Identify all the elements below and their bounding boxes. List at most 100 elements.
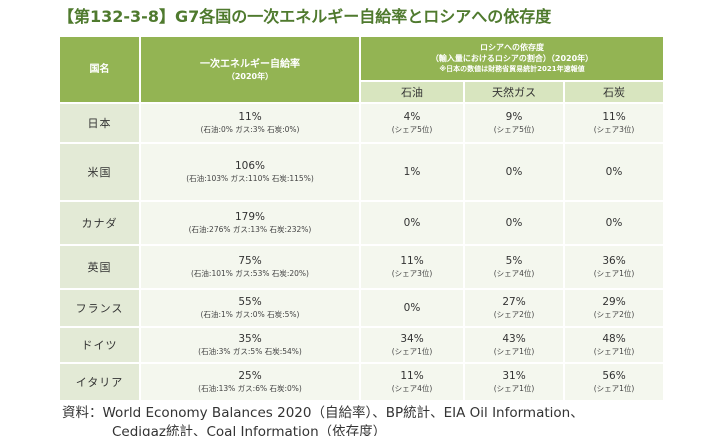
oil-value: 11% [400, 255, 424, 267]
oil-value: 1% [403, 165, 421, 178]
self-sufficiency-detail: (石油:0% ガス:3% 石炭:0%) [200, 125, 300, 134]
gas-rank: (シェア5位) [493, 125, 535, 134]
gas-value: 0% [505, 165, 523, 178]
oil-rank: (シェア5位) [391, 125, 433, 134]
oil-rank: (シェア1位) [391, 347, 433, 356]
self-sufficiency-detail: (石油:3% ガス:5% 石炭:54%) [198, 347, 302, 356]
gas-value: 31% [502, 370, 526, 382]
oil-value: 4% [403, 111, 421, 123]
gas-cell: 5% (シェア4位) [464, 245, 565, 290]
coal-cell: 0% [564, 201, 666, 246]
gas-rank: (シェア2位) [493, 310, 535, 319]
gas-cell: 0% [464, 201, 565, 246]
gas-cell: 43% (シェア1位) [464, 327, 565, 364]
self-sufficiency-detail: (石油:1% ガス:0% 石炭:5%) [200, 310, 300, 319]
table-row: ドイツ 35% (石油:3% ガス:5% 石炭:54%) 34% (シェア1位) 43% (… [60, 327, 666, 364]
oil-cell: 0% [360, 289, 465, 328]
table-row: 日本 11% (石油:0% ガス:3% 石炭:0%) 4% (シェア5位) 9% (シェア5… [60, 103, 666, 144]
coal-cell: 48% (シェア1位) [564, 327, 666, 364]
gas-cell: 31% (シェア1位) [464, 363, 565, 402]
self-sufficiency-detail: (石油:276% ガス:13% 石炭:232%) [188, 225, 312, 234]
country-name: ドイツ [81, 339, 118, 352]
coal-value: 48% [602, 333, 626, 345]
oil-cell: 11% (シェア3位) [360, 245, 465, 290]
header-country: 国名 [60, 37, 141, 104]
country-name: カナダ [81, 217, 118, 230]
self-sufficiency-cell: 11% (石油:0% ガス:3% 石炭:0%) [140, 103, 361, 144]
coal-rank: (シェア2位) [593, 310, 635, 319]
self-sufficiency-value: 106% [234, 160, 266, 172]
gas-value: 9% [505, 111, 523, 123]
country-cell: 英国 [60, 245, 141, 290]
self-sufficiency-cell: 179% (石油:276% ガス:13% 石炭:232%) [140, 201, 361, 246]
self-sufficiency-cell: 75% (石油:101% ガス:53% 石炭:20%) [140, 245, 361, 290]
country-cell: 日本 [60, 103, 141, 144]
header-coal: 石炭 [564, 81, 666, 104]
gas-cell: 0% [464, 143, 565, 202]
gas-rank: (シェア1位) [493, 347, 535, 356]
country-name: 英国 [87, 261, 112, 274]
header-self-sufficiency: 一次エネルギー自給率 （2020年） [140, 37, 361, 104]
oil-value: 0% [403, 301, 421, 314]
table-row: 米国 106% (石油:103% ガス:110% 石炭:115%) 1% 0% 0% [60, 143, 666, 202]
self-sufficiency-cell: 106% (石油:103% ガス:110% 石炭:115%) [140, 143, 361, 202]
self-sufficiency-value: 55% [238, 296, 262, 308]
country-cell: 米国 [60, 143, 141, 202]
gas-rank: (シェア4位) [493, 269, 535, 278]
self-sufficiency-cell: 35% (石油:3% ガス:5% 石炭:54%) [140, 327, 361, 364]
gas-value: 0% [505, 216, 523, 229]
self-sufficiency-detail: (石油:13% ガス:6% 石炭:0%) [198, 384, 302, 393]
oil-cell: 11% (シェア4位) [360, 363, 465, 402]
coal-value: 29% [602, 296, 626, 308]
country-cell: フランス [60, 289, 141, 328]
table-row: カナダ 179% (石油:276% ガス:13% 石炭:232%) 0% 0% 0% [60, 201, 666, 246]
self-sufficiency-value: 25% [238, 370, 262, 382]
self-sufficiency-cell: 25% (石油:13% ガス:6% 石炭:0%) [140, 363, 361, 402]
table-row: フランス 55% (石油:1% ガス:0% 石炭:5%) 0% 27% (シェア2位) 29… [60, 289, 666, 328]
gas-value: 43% [502, 333, 526, 345]
coal-value: 0% [605, 216, 623, 229]
gas-value: 5% [505, 255, 523, 267]
oil-rank: (シェア4位) [391, 384, 433, 393]
self-sufficiency-value: 75% [238, 255, 262, 267]
oil-cell: 4% (シェア5位) [360, 103, 465, 144]
coal-rank: (シェア1位) [593, 347, 635, 356]
header-oil: 石油 [360, 81, 465, 104]
table-row: 英国 75% (石油:101% ガス:53% 石炭:20%) 11% (シェア3位) 5%… [60, 245, 666, 290]
coal-value: 36% [602, 255, 626, 267]
header-gas: 天然ガス [464, 81, 565, 104]
gas-value: 27% [502, 296, 526, 308]
country-name: 日本 [87, 117, 112, 130]
coal-rank: (シェア3位) [593, 125, 635, 134]
energy-table: 国名 一次エネルギー自給率 （2020年） ロシアへの依存度 （輸入量におけるロ… [60, 37, 666, 402]
oil-cell: 1% [360, 143, 465, 202]
coal-rank: (シェア1位) [593, 269, 635, 278]
gas-cell: 9% (シェア5位) [464, 103, 565, 144]
self-sufficiency-value: 179% [234, 211, 266, 223]
oil-cell: 0% [360, 201, 465, 246]
coal-value: 56% [602, 370, 626, 382]
oil-value: 0% [403, 216, 421, 229]
country-name: イタリア [75, 376, 124, 389]
self-sufficiency-detail: (石油:101% ガス:53% 石炭:20%) [191, 269, 309, 278]
source-line-2: Cedigaz統計、Coal Information（依存度） [112, 424, 387, 436]
country-cell: イタリア [60, 363, 141, 402]
coal-cell: 0% [564, 143, 666, 202]
oil-cell: 34% (シェア1位) [360, 327, 465, 364]
coal-cell: 29% (シェア2位) [564, 289, 666, 328]
source-note: 資料：World Economy Balances 2020（自給率）、BP統計… [62, 404, 722, 436]
self-sufficiency-value: 35% [238, 333, 262, 345]
gas-cell: 27% (シェア2位) [464, 289, 565, 328]
gas-rank: (シェア1位) [493, 384, 535, 393]
coal-cell: 36% (シェア1位) [564, 245, 666, 290]
coal-value: 11% [602, 111, 626, 123]
coal-rank: (シェア1位) [593, 384, 635, 393]
oil-rank: (シェア3位) [391, 269, 433, 278]
self-sufficiency-detail: (石油:103% ガス:110% 石炭:115%) [186, 174, 314, 183]
table-title: 【第132-3-8】G7各国の一次エネルギー自給率とロシアへの依存度 [58, 7, 552, 26]
country-name: 米国 [87, 166, 112, 179]
header-dependence: ロシアへの依存度 （輸入量におけるロシアの割合）（2020年） ※日本の数値は財… [360, 37, 666, 82]
country-name: フランス [75, 302, 124, 315]
coal-cell: 56% (シェア1位) [564, 363, 666, 402]
table-row: イタリア 25% (石油:13% ガス:6% 石炭:0%) 11% (シェア4位) 31%… [60, 363, 666, 402]
